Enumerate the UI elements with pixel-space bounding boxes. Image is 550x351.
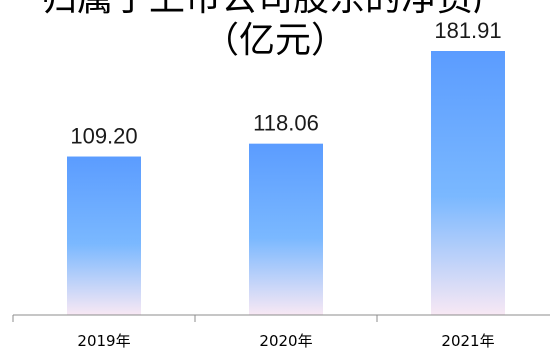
x-axis-ticks: [12, 315, 378, 322]
chart-title: 归属于上市公司股东的净资产: [41, 0, 509, 19]
bars-group: [67, 51, 505, 315]
value-label-2020年: 118.06: [253, 111, 319, 136]
bar-2020年: [249, 143, 323, 315]
value-label-2021年: 181.91: [434, 18, 501, 43]
chart-subtitle: （亿元）: [203, 20, 347, 61]
tick-label-2020年: 2020年: [259, 332, 312, 350]
x-axis-tick-labels: 2019年 2020年 2021年: [77, 332, 494, 350]
value-labels-group: 109.20 118.06 181.91: [70, 18, 501, 149]
tick-label-2021年: 2021年: [441, 332, 494, 350]
bar-2019年: [67, 156, 141, 315]
bar-2021年: [431, 51, 505, 315]
tick-label-2019年: 2019年: [77, 332, 130, 350]
value-label-2019年: 109.20: [70, 124, 137, 149]
